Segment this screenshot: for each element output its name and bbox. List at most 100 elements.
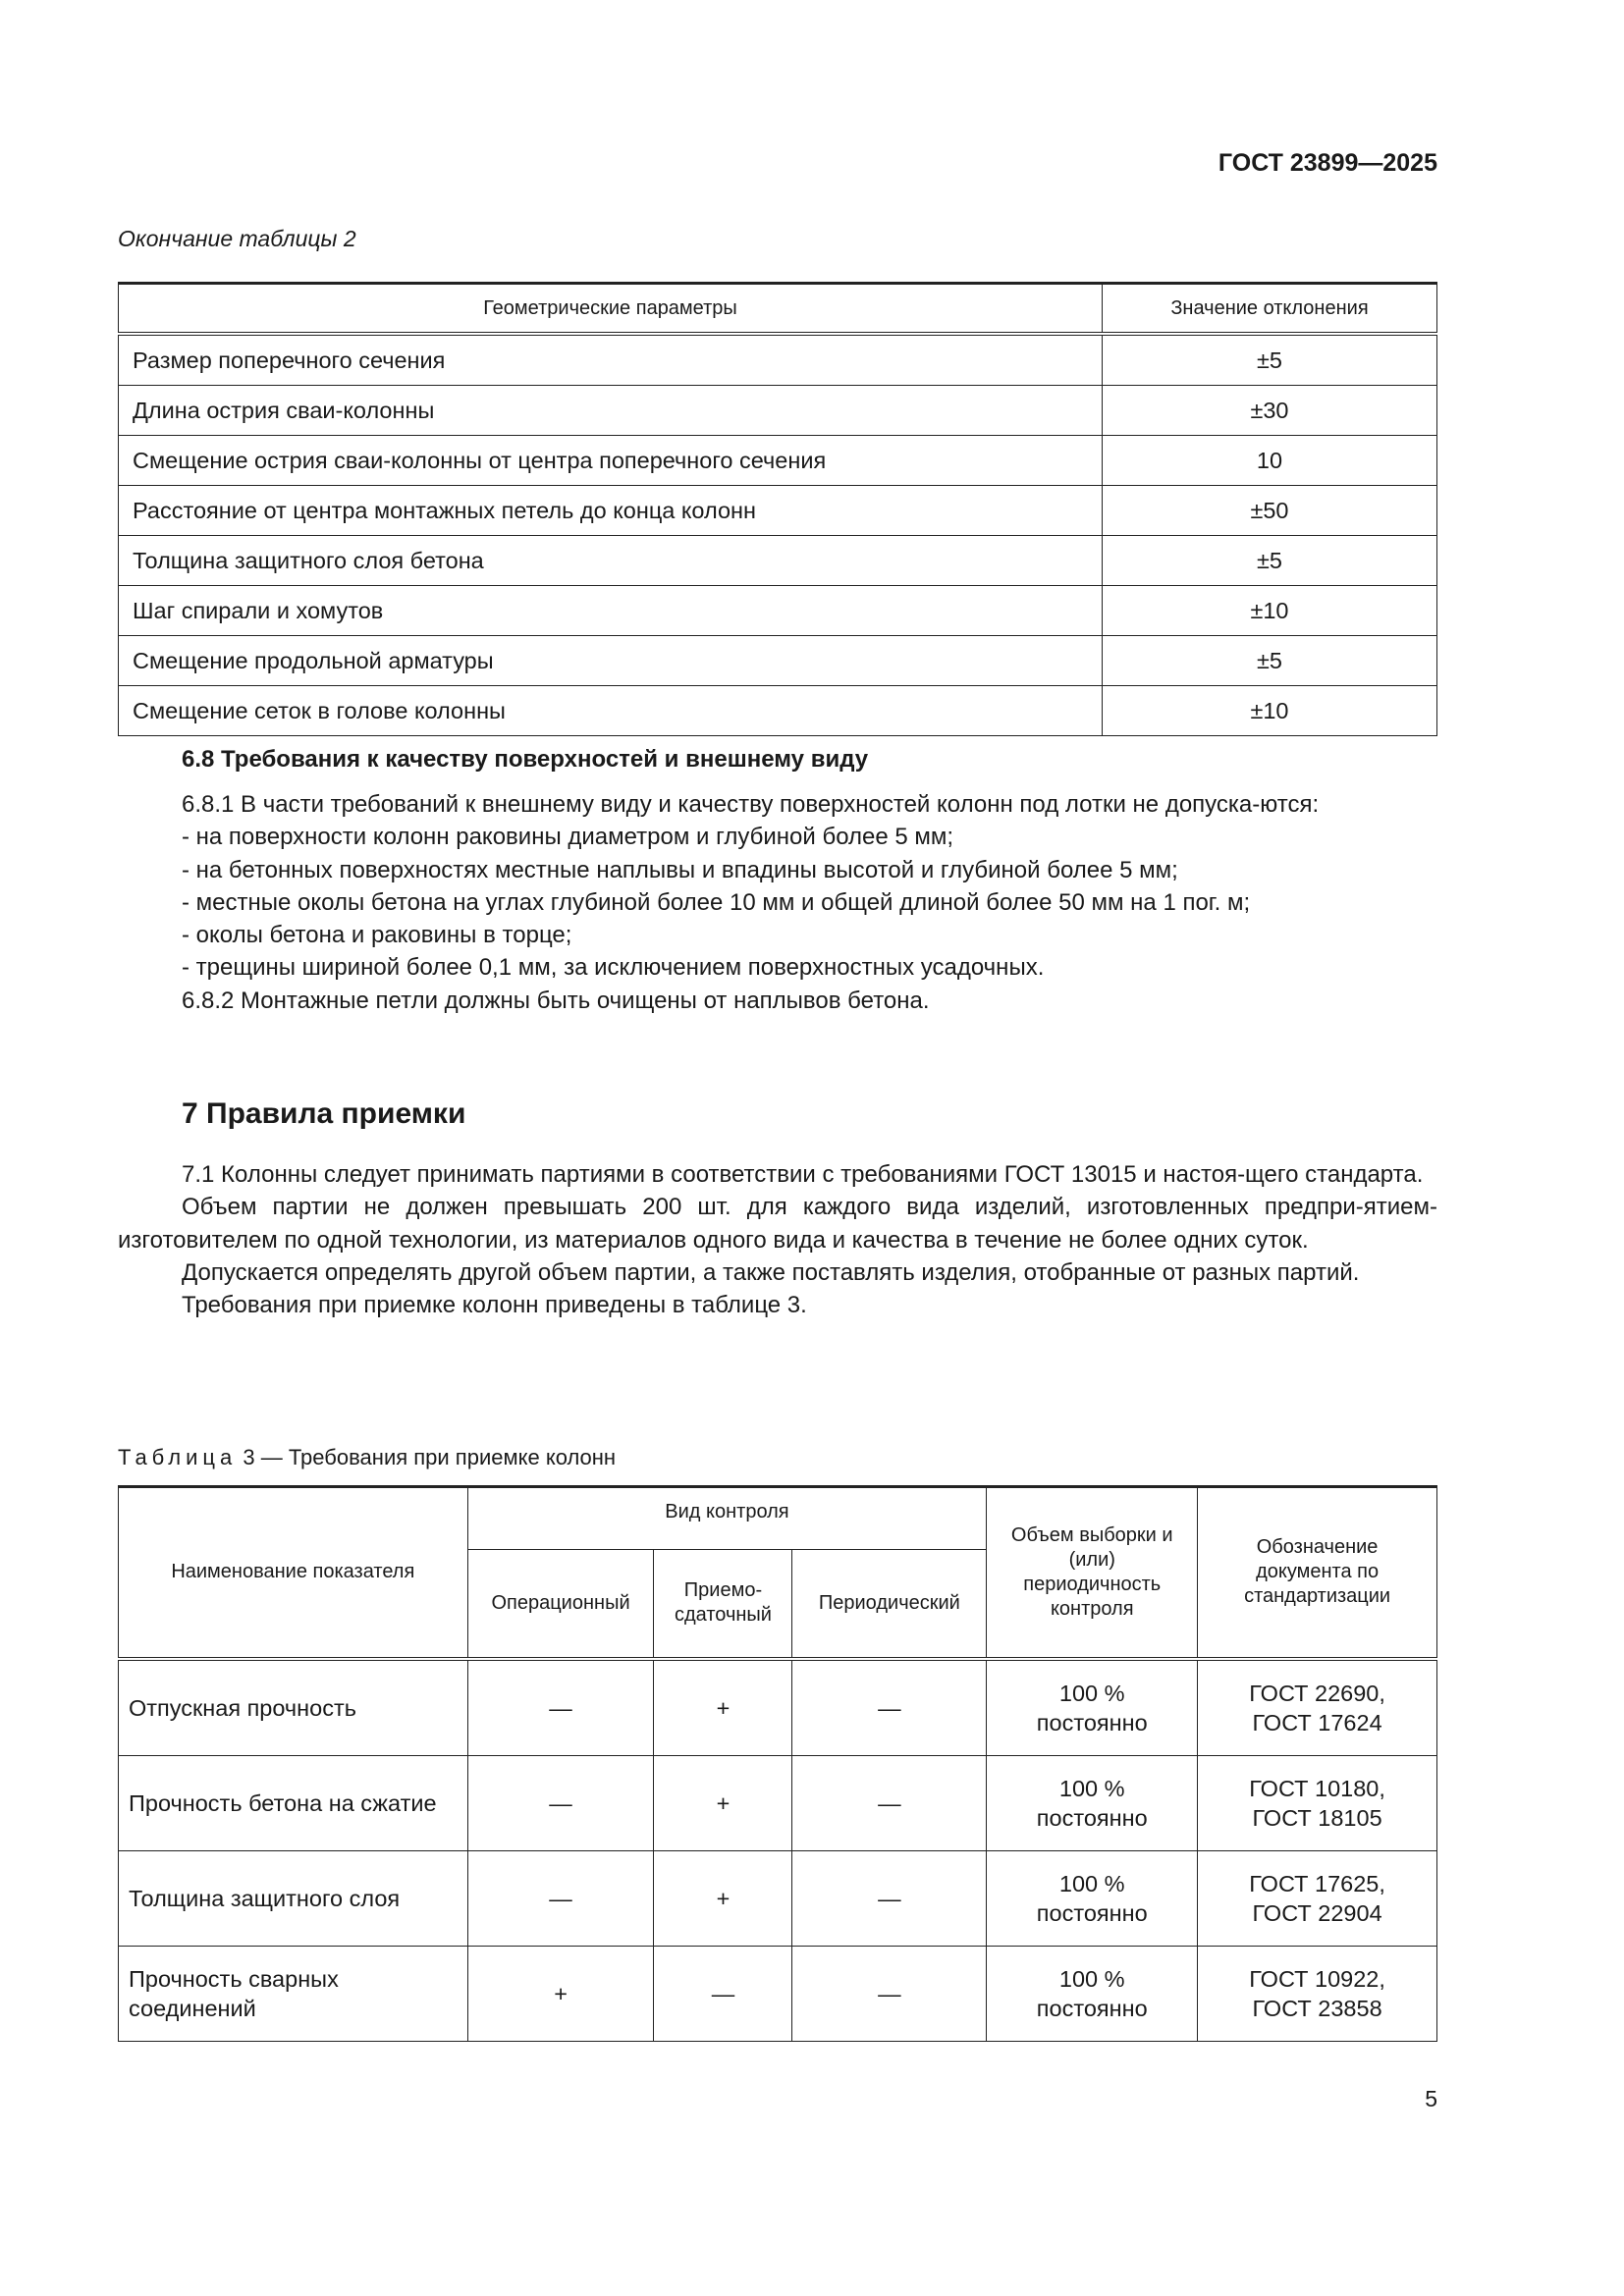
document-ref: ГОСТ 17624 xyxy=(1252,1709,1382,1735)
sample-value: 100 % xyxy=(1058,1775,1125,1801)
sample-cell: 100 % постоянно xyxy=(986,1849,1199,1947)
sample-value: 100 % xyxy=(1058,1965,1125,1992)
column-header: Приемо-сдаточный xyxy=(653,1549,793,1659)
paragraph: Требования при приемке колонн приведены … xyxy=(182,1292,807,1319)
paragraph: 7.1 Колонны следует принимать партиями в… xyxy=(182,1161,1424,1188)
operational-cell: — xyxy=(466,1658,655,1756)
sample-value: 100 % xyxy=(1058,1870,1125,1896)
table-row: Смещение острия сваи-колонны от центра п… xyxy=(118,435,1437,486)
deviation-cell: ±5 xyxy=(1102,535,1437,586)
list-item: - на бетонных поверхностях местные наплы… xyxy=(182,856,1178,883)
document-ref: ГОСТ 10180, xyxy=(1249,1775,1385,1801)
column-header: Вид контроля xyxy=(466,1486,988,1550)
document-cell: ГОСТ 10180, ГОСТ 18105 xyxy=(1197,1754,1437,1851)
indicator-cell: Прочность сварных соединений xyxy=(118,1945,468,2042)
periodic-cell: — xyxy=(791,1849,988,1947)
parameter-cell: Расстояние от центра монтажных петель до… xyxy=(118,485,1103,536)
table-row: Расстояние от центра монтажных петель до… xyxy=(118,485,1437,536)
paragraph: 6.8.2 Монтажные петли должны быть очищен… xyxy=(182,987,930,1014)
indicator-cell: Толщина защитного слоя xyxy=(118,1849,468,1947)
document-ref: ГОСТ 23858 xyxy=(1252,1995,1382,2021)
column-header: Геометрические параметры xyxy=(118,283,1103,335)
sample-frequency: постоянно xyxy=(1036,1804,1148,1831)
document-ref: ГОСТ 22904 xyxy=(1252,1899,1382,1926)
document-ref: ГОСТ 18105 xyxy=(1252,1804,1382,1831)
document-cell: ГОСТ 22690, ГОСТ 17624 xyxy=(1197,1658,1437,1756)
operational-cell: — xyxy=(466,1849,655,1947)
table-row: Смещение сеток в голове колонны ±10 xyxy=(118,685,1437,736)
column-header: Значение отклонения xyxy=(1102,283,1437,335)
section-6-8-body: 6.8.1 В части требований к внешнему виду… xyxy=(118,788,1437,1017)
page-number: 5 xyxy=(1425,2086,1437,2111)
table-row: Длина острия сваи-колонны ±30 xyxy=(118,385,1437,436)
periodic-cell: — xyxy=(791,1945,988,2042)
table-row: Шаг спирали и хомутов ±10 xyxy=(118,585,1437,636)
periodic-cell: — xyxy=(791,1658,988,1756)
operational-cell: + xyxy=(466,1945,655,2042)
deviation-cell: ±30 xyxy=(1102,385,1437,436)
paragraph: Объем партии не должен превышать 200 шт.… xyxy=(118,1194,1437,1254)
sample-value: 100 % xyxy=(1058,1680,1125,1706)
list-item: - местные околы бетона на углах глубиной… xyxy=(182,888,1251,916)
operational-cell: — xyxy=(466,1754,655,1851)
deviation-cell: ±5 xyxy=(1102,635,1437,686)
deviation-cell: ±10 xyxy=(1102,685,1437,736)
table-row: Прочность сварных соединений + — — 100 %… xyxy=(118,1945,1437,2042)
parameter-cell: Смещение сеток в голове колонны xyxy=(118,685,1103,736)
section-heading: 7 Правила приемки xyxy=(182,1097,466,1130)
column-header: Наименование показателя xyxy=(118,1486,468,1659)
table-row: Толщина защитного слоя — + — 100 % постоя… xyxy=(118,1849,1437,1947)
sample-cell: 100 % постоянно xyxy=(986,1754,1199,1851)
list-item: - трещины шириной более 0,1 мм, за исклю… xyxy=(182,954,1045,982)
parameter-cell: Толщина защитного слоя бетона xyxy=(118,535,1103,586)
table-row: Размер поперечного сечения ±5 xyxy=(118,333,1437,386)
deviation-cell: ±10 xyxy=(1102,585,1437,636)
sample-cell: 100 % постоянно xyxy=(986,1945,1199,2042)
sample-cell: 100 % постоянно xyxy=(986,1658,1199,1756)
deviation-cell: ±50 xyxy=(1102,485,1437,536)
table-2: Геометрические параметры Значение отклон… xyxy=(118,282,1437,736)
table-row: Отпускная прочность — + — 100 % постоянно… xyxy=(118,1658,1437,1756)
table-row: Смещение продольной арматуры ±5 xyxy=(118,635,1437,686)
acceptance-cell: + xyxy=(653,1849,793,1947)
indicator-cell: Отпускная прочность xyxy=(118,1658,468,1756)
caption-text: 3 — Требования при приемке колонн xyxy=(243,1445,617,1469)
caption-label: Таблица xyxy=(118,1445,238,1469)
column-header: Обозначение документа по стандартизации xyxy=(1197,1486,1437,1659)
parameter-cell: Смещение острия сваи-колонны от центра п… xyxy=(118,435,1103,486)
document-cell: ГОСТ 10922, ГОСТ 23858 xyxy=(1197,1945,1437,2042)
section-7-body: 7.1 Колонны следует принимать партиями в… xyxy=(118,1158,1437,1321)
parameter-cell: Смещение продольной арматуры xyxy=(118,635,1103,686)
table-2-caption: Окончание таблицы 2 xyxy=(118,226,356,251)
document-ref: ГОСТ 22690, xyxy=(1249,1680,1385,1706)
parameter-cell: Шаг спирали и хомутов xyxy=(118,585,1103,636)
document-ref: ГОСТ 10922, xyxy=(1249,1965,1385,1992)
document-ref: ГОСТ 17625, xyxy=(1249,1870,1385,1896)
acceptance-cell: — xyxy=(653,1945,793,2042)
sample-frequency: постоянно xyxy=(1036,1709,1148,1735)
acceptance-cell: + xyxy=(653,1754,793,1851)
table-row: Толщина защитного слоя бетона ±5 xyxy=(118,535,1437,586)
deviation-cell: 10 xyxy=(1102,435,1437,486)
sample-frequency: постоянно xyxy=(1036,1899,1148,1926)
periodic-cell: — xyxy=(791,1754,988,1851)
section-heading: 6.8 Требования к качеству поверхностей и… xyxy=(182,746,869,773)
column-header: Периодический xyxy=(791,1549,988,1659)
parameter-cell: Размер поперечного сечения xyxy=(118,333,1103,386)
table-row: Прочность бетона на сжатие — + — 100 % по… xyxy=(118,1754,1437,1851)
parameter-cell: Длина острия сваи-колонны xyxy=(118,385,1103,436)
indicator-cell: Прочность бетона на сжатие xyxy=(118,1754,468,1851)
acceptance-cell: + xyxy=(653,1658,793,1756)
list-item: - околы бетона и раковины в торце; xyxy=(182,922,572,949)
paragraph: Допускается определять другой объем парт… xyxy=(182,1258,1360,1286)
paragraph: 6.8.1 В части требований к внешнему виду… xyxy=(182,791,1320,818)
sample-frequency: постоянно xyxy=(1036,1995,1148,2021)
document-code: ГОСТ 23899—2025 xyxy=(1218,149,1437,177)
column-header: Объем выборки и (или) периодичность конт… xyxy=(986,1486,1199,1659)
column-header: Операционный xyxy=(466,1549,655,1659)
list-item: - на поверхности колонн раковины диаметр… xyxy=(182,824,954,851)
deviation-cell: ±5 xyxy=(1102,333,1437,386)
table-3-caption: Таблица 3 — Требования при приемке колон… xyxy=(118,1445,616,1470)
document-cell: ГОСТ 17625, ГОСТ 22904 xyxy=(1197,1849,1437,1947)
table-3: Наименование показателя Вид контроля Объ… xyxy=(118,1485,1437,2042)
